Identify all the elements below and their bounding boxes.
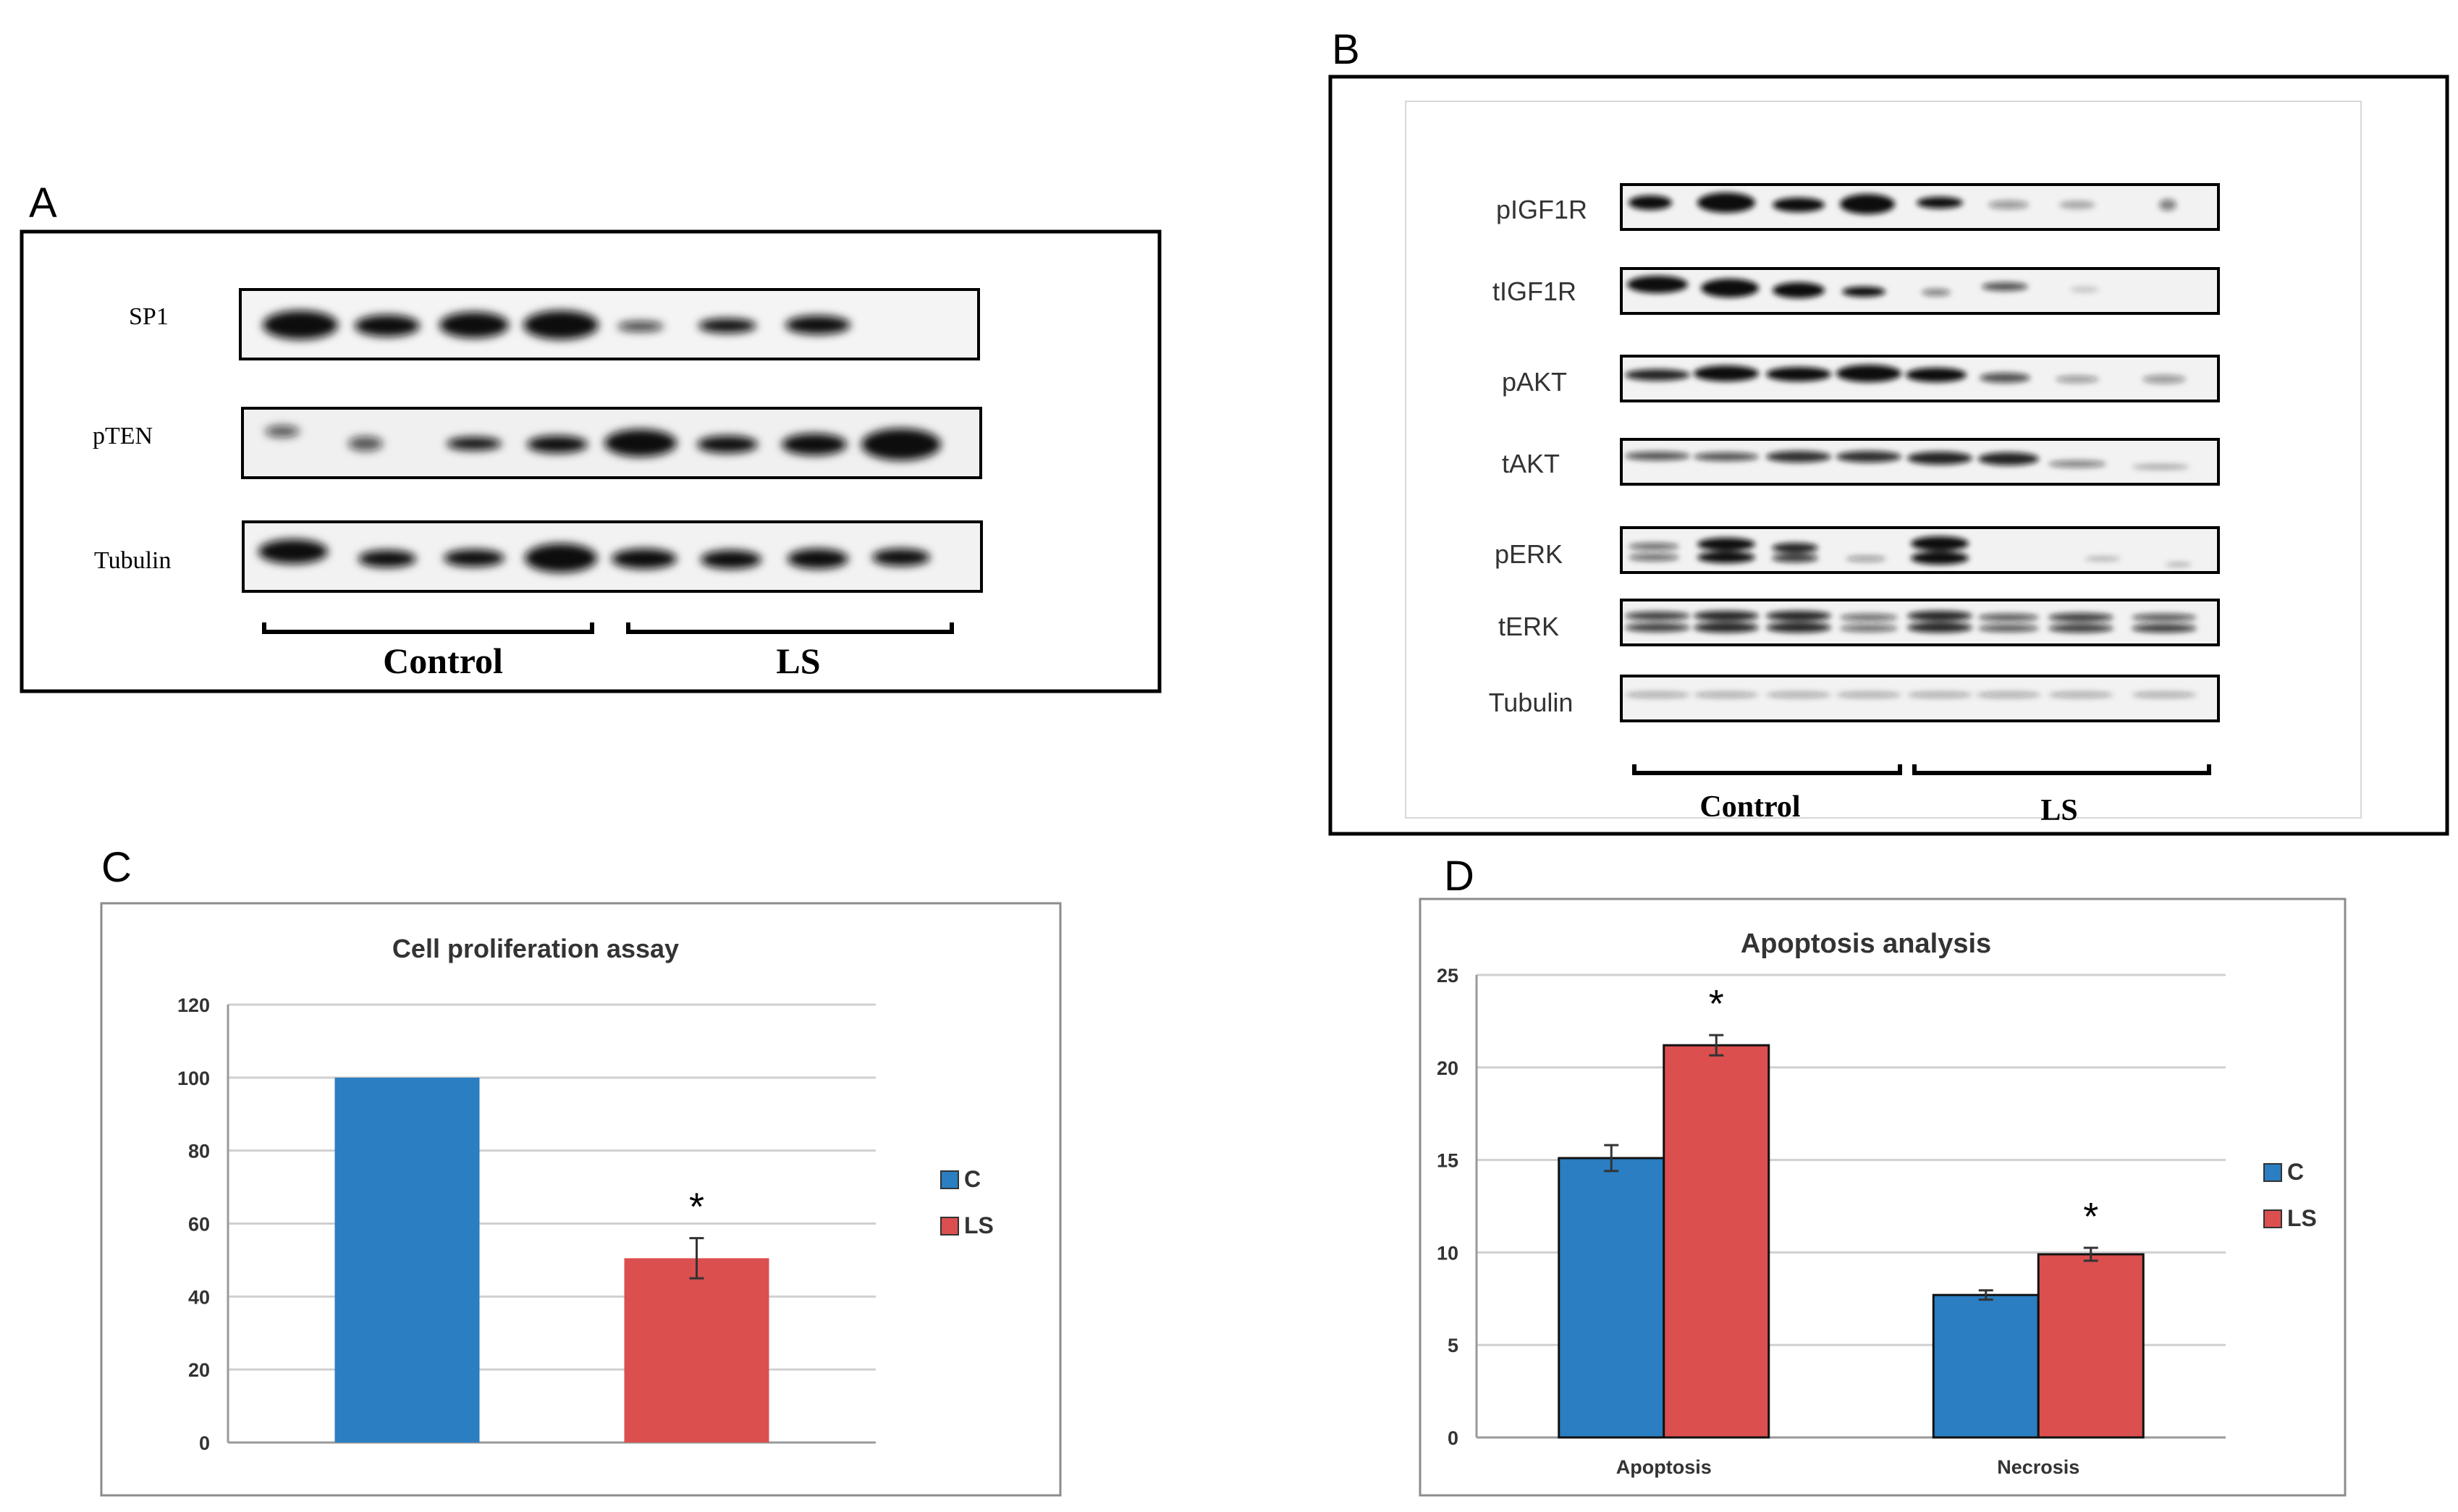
panel-d-letter: D (1444, 853, 1474, 900)
chart-d-y-tick-label: 10 (1437, 1242, 1458, 1264)
chart-c-y-tick-label: 80 (188, 1141, 210, 1162)
chart-d-legend-swatch-c (2263, 1163, 2282, 1182)
panel-a-frame (20, 229, 1162, 693)
chart-c-legend-label: LS (964, 1212, 994, 1238)
bracket-b-control (1632, 764, 1902, 775)
group-label-b-ls: LS (2040, 794, 2077, 827)
chart-d-legend-label: LS (2287, 1205, 2317, 1231)
chart-d-legend-swatch-ls (2263, 1209, 2282, 1228)
chart-d-x-tick-label: Necrosis (1997, 1456, 2079, 1478)
chart-d-bar-ls (2037, 1253, 2145, 1439)
band-label-b-perk: pERK (1495, 539, 1563, 569)
panel-d: D Apoptosis analysis 0 5 10 15 20 25 * Apoptosi… (1419, 853, 2347, 1497)
blot-b-tubulin (1620, 675, 2220, 722)
blot-b-pakt (1620, 355, 2220, 402)
chart-c-y-tick-label: 100 (177, 1068, 210, 1089)
blot-a-pten (241, 407, 982, 479)
panel-a-letter: A (29, 180, 57, 227)
blot-b-tigf1r (1620, 267, 2220, 315)
band-label-b-tigf1r: tIGF1R (1492, 276, 1576, 306)
chart-c-significance-star: * (689, 1186, 704, 1229)
chart-d-significance-star: * (2083, 1195, 2098, 1238)
group-label-b-control: Control (1699, 790, 1800, 824)
chart-d-y-tick-label: 25 (1437, 965, 1458, 987)
band-label-b-terk: tERK (1498, 612, 1559, 641)
chart-c-y-tick-label: 20 (188, 1359, 210, 1381)
chart-d-plot: 0 5 10 15 20 25 * Apoptosis * Necrosis C LS (1437, 965, 2317, 1478)
chart-d-x-tick-label: Apoptosis (1616, 1456, 1712, 1478)
band-label-b-takt: tAKT (1502, 449, 1560, 478)
blot-b-pigf1r (1620, 183, 2220, 231)
chart-d-significance-star: * (1709, 982, 1724, 1026)
chart-c-y-tick-label: 60 (188, 1214, 210, 1236)
chart-c-bar-ls (624, 1258, 769, 1443)
chart-c-legend-label: C (964, 1166, 981, 1192)
chart-c-title: Cell proliferation assay (392, 934, 679, 963)
panel-c: C Cell proliferation assay 0 20 40 60 80 100 1… (100, 844, 1062, 1497)
chart-c-bar-c (334, 1077, 480, 1443)
chart-c-y-tick-label: 0 (199, 1432, 210, 1454)
bracket-b-ls (1912, 764, 2211, 775)
chart-d-y-tick-label: 0 (1448, 1427, 1458, 1449)
chart-d-y-tick-label: 15 (1437, 1150, 1458, 1172)
chart-c-y-tick-label: 40 (188, 1286, 210, 1308)
chart-d-y-tick-label: 20 (1437, 1057, 1458, 1079)
chart-c-y-tick-label: 120 (177, 994, 210, 1016)
band-label-a-tubulin: Tubulin (94, 547, 171, 574)
chart-d-bar-c (1932, 1293, 2040, 1439)
band-label-b-pakt: pAKT (1502, 367, 1567, 397)
blot-a-sp1 (239, 288, 980, 360)
panel-a: A SP1 (20, 180, 1162, 693)
panel-b: B pIGF1R (1328, 26, 2449, 836)
chart-d-legend-label: C (2287, 1159, 2304, 1185)
group-label-a-ls: LS (776, 641, 820, 681)
chart-d-bar-c (1558, 1157, 1665, 1439)
blot-b-terk (1620, 599, 2220, 646)
chart-c-legend-swatch-ls (940, 1217, 959, 1236)
blot-a-tubulin (242, 520, 983, 593)
blot-b-takt (1620, 438, 2220, 486)
panel-b-frame (1328, 75, 2449, 836)
chart-d-title: Apoptosis analysis (1741, 929, 1991, 959)
bracket-a-ls (626, 622, 954, 634)
group-label-a-control: Control (383, 641, 503, 681)
panel-b-inner-frame (1405, 101, 2362, 819)
band-label-a-pten: pTEN (93, 423, 153, 449)
band-label-b-pigf1r: pIGF1R (1496, 195, 1587, 224)
chart-c-plot: 0 20 40 60 80 100 120 * C LS (177, 994, 994, 1454)
chart-d-bar-ls (1663, 1044, 1770, 1439)
chart-c-legend-swatch-c (940, 1170, 959, 1189)
bracket-a-control (262, 622, 594, 634)
blot-b-perk (1620, 526, 2220, 574)
panel-b-letter: B (1332, 26, 1360, 73)
chart-d-y-tick-label: 5 (1448, 1335, 1458, 1356)
panel-c-letter: C (101, 844, 132, 891)
band-label-b-tubulin: Tubulin (1489, 688, 1574, 717)
band-label-a-sp1: SP1 (129, 303, 169, 330)
panel-c-frame (100, 902, 1062, 1497)
